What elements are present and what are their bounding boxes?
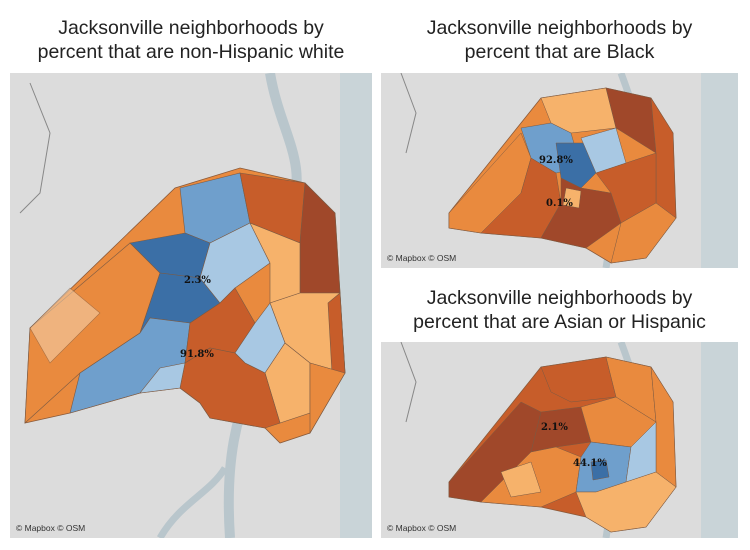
- black-label-low: 0.1%: [546, 198, 573, 209]
- black-neighborhoods: [448, 87, 677, 264]
- white-map-svg: 2.3% 91.8%: [19, 73, 372, 538]
- asian-hispanic-map[interactable]: 2.1% 44.1% © Mapbox © OSM: [381, 342, 738, 538]
- white-label-high: 91.8%: [180, 349, 214, 360]
- asian-title-line1: Jacksonville neighborhoods by: [426, 287, 693, 309]
- asian-label-high: 44.1%: [573, 458, 607, 469]
- white-neighborhoods: [24, 172, 346, 435]
- asian-neighborhoods: [448, 356, 677, 533]
- black-title-line1: Jacksonville neighborhoods by: [426, 17, 693, 39]
- asian-label-low: 2.1%: [541, 422, 568, 433]
- asian-attribution: © Mapbox © OSM: [387, 523, 457, 533]
- ocean: [701, 73, 738, 268]
- black-title-line2: percent that are Black: [464, 41, 655, 63]
- black-panel-title: Jacksonville neighborhoods by percent th…: [381, 16, 738, 64]
- state-boundary: [19, 82, 51, 214]
- black-map-svg: 92.8% 0.1%: [400, 73, 738, 268]
- asian-title-line2: percent that are Asian or Hispanic: [413, 311, 706, 333]
- river-branch: [156, 466, 228, 538]
- white-title-line2: percent that are non-Hispanic white: [37, 41, 345, 63]
- white-map[interactable]: 2.3% 91.8% © Mapbox © OSM: [10, 73, 372, 538]
- white-attribution: © Mapbox © OSM: [16, 523, 86, 533]
- black-map[interactable]: 92.8% 0.1% © Mapbox © OSM: [381, 73, 738, 268]
- black-label-high: 92.8%: [539, 155, 573, 166]
- white-title-line1: Jacksonville neighborhoods by: [58, 17, 324, 39]
- ocean: [340, 73, 372, 538]
- asian-panel-title: Jacksonville neighborhoods by percent th…: [381, 286, 738, 334]
- white-label-low: 2.3%: [184, 275, 211, 286]
- black-attribution: © Mapbox © OSM: [387, 253, 457, 263]
- ocean: [701, 342, 738, 538]
- state-boundary: [400, 73, 417, 154]
- asian-map-svg: 2.1% 44.1%: [400, 342, 738, 538]
- white-panel-title: Jacksonville neighborhoods by percent th…: [10, 16, 372, 64]
- state-boundary: [400, 342, 417, 423]
